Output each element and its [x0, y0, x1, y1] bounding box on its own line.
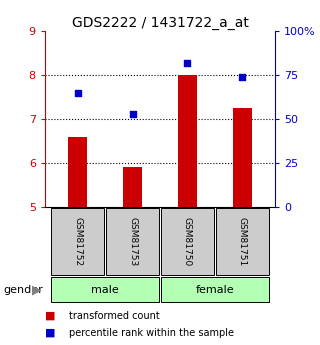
FancyBboxPatch shape	[52, 208, 104, 275]
FancyBboxPatch shape	[106, 208, 159, 275]
Bar	[178, 75, 197, 207]
FancyBboxPatch shape	[52, 277, 159, 302]
Text: gender: gender	[3, 285, 43, 295]
FancyBboxPatch shape	[161, 277, 268, 302]
Bar	[233, 108, 252, 207]
Text: GSM81753: GSM81753	[128, 217, 137, 266]
Text: ▶: ▶	[32, 283, 42, 296]
Text: female: female	[196, 285, 234, 295]
Text: percentile rank within the sample: percentile rank within the sample	[69, 328, 234, 338]
Text: transformed count: transformed count	[69, 311, 160, 321]
Point	[185, 60, 190, 66]
Point	[130, 111, 135, 117]
Point	[240, 74, 245, 80]
Text: GSM81751: GSM81751	[238, 217, 247, 266]
Bar	[68, 137, 87, 207]
Point	[75, 90, 80, 95]
FancyBboxPatch shape	[216, 208, 268, 275]
Text: GSM81752: GSM81752	[73, 217, 82, 266]
Text: ■: ■	[45, 328, 55, 338]
Text: ■: ■	[45, 311, 55, 321]
Title: GDS2222 / 1431722_a_at: GDS2222 / 1431722_a_at	[72, 16, 248, 30]
Text: male: male	[91, 285, 119, 295]
Text: GSM81750: GSM81750	[183, 217, 192, 266]
FancyBboxPatch shape	[161, 208, 214, 275]
Bar	[123, 167, 142, 207]
